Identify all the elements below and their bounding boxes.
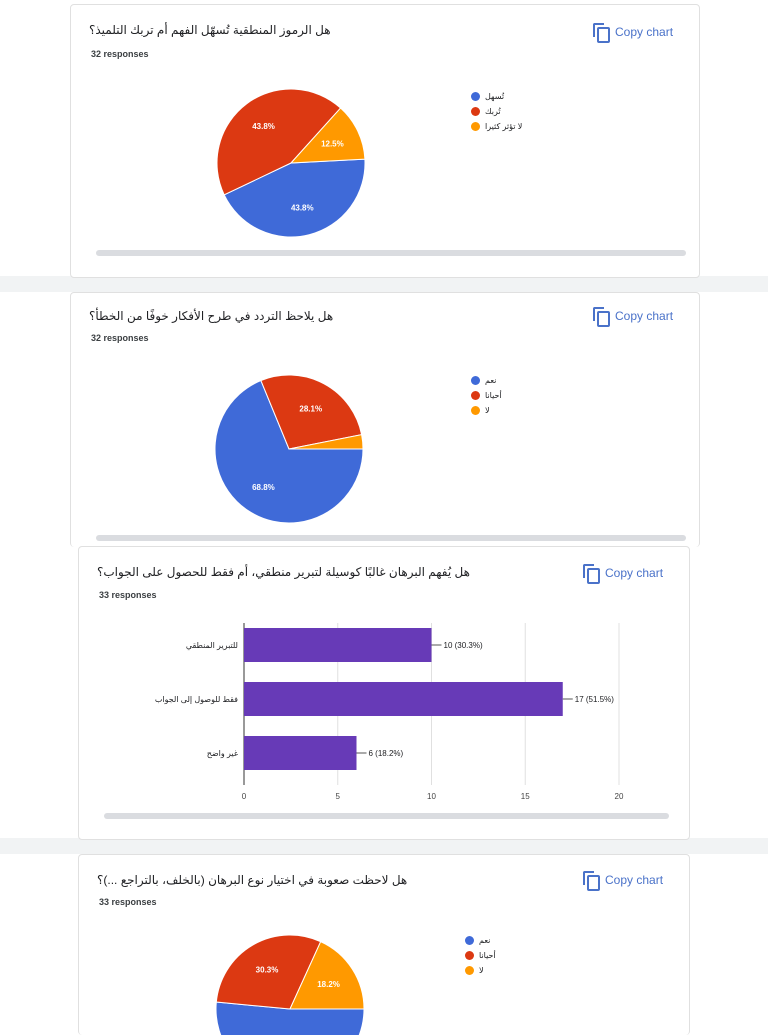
legend-swatch	[471, 391, 480, 400]
legend-item: لا	[465, 963, 496, 978]
legend-item: أحيانا	[465, 948, 496, 963]
x-tick-label: 15	[521, 792, 530, 801]
chart-card-4: هل لاحظت صعوبة في اختيار نوع البرهان (با…	[78, 854, 690, 1035]
legend-label: تُسهل	[485, 92, 505, 101]
pie-slice-label: 68.8%	[252, 483, 275, 492]
legend-item: لا تؤثر كثيرا	[471, 119, 522, 134]
question-title: هل لاحظت صعوبة في اختيار نوع البرهان (با…	[97, 873, 408, 887]
legend-label: تُربك	[485, 107, 501, 116]
legend-swatch	[465, 966, 474, 975]
x-tick-label: 20	[615, 792, 624, 801]
chart-legend: نعم أحيانا لا	[465, 933, 496, 978]
copy-chart-button[interactable]: Copy chart	[593, 23, 674, 43]
pie-chart: 68.8% 28.1%	[214, 374, 364, 524]
copy-icon	[583, 871, 600, 891]
chart-card-2: هل يلاحظ التردد في طرح الأفكار خوفًا من …	[70, 292, 700, 547]
copy-chart-button[interactable]: Copy chart	[583, 871, 664, 891]
legend-item: لا	[471, 403, 502, 418]
pie-slice-1[interactable]	[216, 88, 342, 196]
chart-card-3: هل يُفهم البرهان غالبًا كوسيلة لتبرير من…	[78, 546, 690, 840]
card-gap	[0, 838, 768, 854]
pie-slice-label: 28.1%	[299, 405, 322, 414]
copy-chart-label: Copy chart	[615, 25, 674, 39]
horizontal-scrollbar[interactable]	[96, 535, 686, 541]
legend-label: نعم	[485, 376, 497, 385]
copy-chart-label: Copy chart	[605, 873, 664, 887]
pie-slice-label: 12.5%	[321, 139, 344, 148]
bar[interactable]	[244, 628, 432, 662]
x-tick-label: 10	[427, 792, 436, 801]
bar[interactable]	[244, 736, 357, 770]
question-title: هل يُفهم البرهان غالبًا كوسيلة لتبرير من…	[97, 565, 470, 579]
chart-card-1: هل الرموز المنطقية تُسهّل الفهم أم تربك …	[70, 4, 700, 278]
category-label: للتبرير المنطقي	[186, 641, 238, 650]
horizontal-scrollbar[interactable]	[104, 813, 669, 819]
question-title: هل الرموز المنطقية تُسهّل الفهم أم تربك …	[89, 23, 331, 37]
legend-label: أحيانا	[485, 391, 502, 400]
copy-chart-label: Copy chart	[615, 309, 674, 323]
card-gap	[0, 276, 768, 292]
legend-swatch	[471, 406, 480, 415]
legend-swatch	[471, 92, 480, 101]
pie-chart: 43.8% 43.8% 12.5%	[216, 88, 366, 238]
chart-legend: تُسهل تُربك لا تؤثر كثيرا	[471, 89, 522, 134]
pie-slice-label: 18.2%	[317, 980, 340, 989]
pie-slice-label: 43.8%	[252, 122, 275, 131]
legend-swatch	[465, 936, 474, 945]
legend-swatch	[471, 122, 480, 131]
copy-icon	[593, 23, 610, 43]
pie-slice-2[interactable]	[288, 434, 364, 450]
response-count: 33 responses	[99, 590, 157, 600]
legend-label: لا	[485, 406, 490, 415]
pie-slice-label: 43.8%	[291, 203, 314, 212]
pie-slice-label: 30.3%	[256, 965, 279, 974]
pie-chart: 30.3% 18.2%	[215, 934, 365, 1035]
legend-label: لا تؤثر كثيرا	[485, 122, 523, 131]
category-label: غير واضح	[207, 749, 238, 758]
response-count: 32 responses	[91, 333, 149, 343]
pie-slice-1[interactable]	[215, 934, 322, 1010]
copy-chart-button[interactable]: Copy chart	[593, 307, 674, 327]
x-tick-label: 0	[242, 792, 247, 801]
pie-slice-1[interactable]	[260, 374, 363, 450]
pie-slice-2[interactable]	[289, 940, 365, 1010]
bar-chart: 0 5 10 15 20 للتبرير المنطقي 10 (30.3%) فقط للو…	[155, 623, 624, 801]
bar-value-label: 17 (51.5%)	[575, 695, 614, 704]
pie-slice-0[interactable]	[214, 379, 364, 524]
x-tick-label: 5	[336, 792, 341, 801]
bar-value-label: 10 (30.3%)	[444, 641, 483, 650]
copy-icon	[583, 564, 600, 584]
copy-chart-label: Copy chart	[605, 566, 664, 580]
legend-item: نعم	[471, 373, 502, 388]
legend-item: نعم	[465, 933, 496, 948]
legend-label: أحيانا	[479, 951, 496, 960]
copy-chart-button[interactable]: Copy chart	[583, 564, 664, 584]
bar[interactable]	[244, 682, 563, 716]
response-count: 32 responses	[91, 49, 149, 59]
copy-icon	[593, 307, 610, 327]
legend-label: نعم	[479, 936, 491, 945]
horizontal-scrollbar[interactable]	[96, 250, 686, 256]
category-label: فقط للوصول إلى الجواب	[155, 695, 238, 705]
legend-label: لا	[479, 966, 484, 975]
legend-item: تُربك	[471, 104, 522, 119]
legend-item: أحيانا	[471, 388, 502, 403]
legend-swatch	[471, 107, 480, 116]
question-title: هل يلاحظ التردد في طرح الأفكار خوفًا من …	[89, 309, 334, 323]
pie-slice-2[interactable]	[289, 107, 366, 164]
legend-swatch	[471, 376, 480, 385]
legend-item: تُسهل	[471, 89, 522, 104]
chart-legend: نعم أحيانا لا	[471, 373, 502, 418]
response-count: 33 responses	[99, 897, 157, 907]
legend-swatch	[465, 951, 474, 960]
bar-value-label: 6 (18.2%)	[369, 749, 404, 758]
